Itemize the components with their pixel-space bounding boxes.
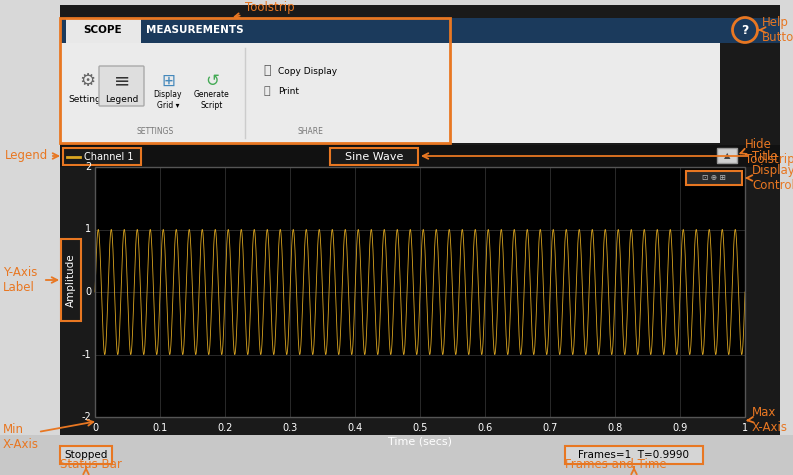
Text: Stopped: Stopped [64,450,108,460]
Text: Print: Print [278,86,299,95]
Bar [66,18,141,43]
Text: Copy Display: Copy Display [278,66,337,76]
FancyBboxPatch shape [61,239,81,321]
Text: Legend: Legend [5,150,48,162]
Text: Status Bar: Status Bar [60,458,122,471]
Text: 0: 0 [85,287,91,297]
Text: Channel 1: Channel 1 [84,152,133,162]
Text: ↺: ↺ [205,72,219,90]
Bar [95,167,745,417]
Text: Amplitude: Amplitude [66,253,76,307]
Text: Sine Wave: Sine Wave [345,152,403,162]
Text: Toolstrip: Toolstrip [235,1,295,18]
Text: ⊞: ⊞ [161,72,175,90]
Text: 0.5: 0.5 [412,423,427,433]
Text: MEASUREMENTS: MEASUREMENTS [146,25,243,35]
FancyBboxPatch shape [99,66,144,106]
FancyBboxPatch shape [60,446,112,464]
FancyBboxPatch shape [565,446,703,464]
Text: 0.1: 0.1 [152,423,167,433]
Text: Y-Axis
Label: Y-Axis Label [3,266,37,294]
Text: ⊡ ⊕ ⊞: ⊡ ⊕ ⊞ [702,173,726,182]
Text: SCOPE: SCOPE [84,25,122,35]
Text: ⧉: ⧉ [263,65,270,77]
Text: 0.8: 0.8 [607,423,623,433]
Text: ⚙: ⚙ [79,72,95,90]
Text: Display
Controls: Display Controls [752,164,793,192]
Bar [60,18,780,43]
Text: Legend: Legend [105,95,139,104]
Text: ?: ? [741,23,749,37]
FancyBboxPatch shape [717,148,737,163]
Text: 0.2: 0.2 [217,423,232,433]
Text: Time (secs): Time (secs) [388,437,452,447]
Text: Max
X-Axis: Max X-Axis [752,406,788,434]
Text: Hide
Toolstrip: Hide Toolstrip [745,138,793,166]
Text: 0: 0 [92,423,98,433]
Text: SHARE: SHARE [297,126,323,135]
Text: Settings: Settings [68,95,105,104]
Bar [95,167,745,417]
Text: Title: Title [752,150,778,162]
Text: Help
Button: Help Button [762,16,793,44]
Text: 1: 1 [742,423,748,433]
Circle shape [734,19,756,41]
FancyBboxPatch shape [330,148,418,165]
FancyBboxPatch shape [686,171,742,185]
Text: 1: 1 [85,225,91,235]
FancyBboxPatch shape [63,148,141,165]
Bar [60,145,780,167]
Text: Frames=1  T=0.9990: Frames=1 T=0.9990 [579,450,689,460]
Text: 0.7: 0.7 [542,423,557,433]
Text: Display
Grid ▾: Display Grid ▾ [154,90,182,110]
Text: -2: -2 [81,412,91,422]
Text: Min
X-Axis: Min X-Axis [3,423,39,451]
Text: Generate
Script: Generate Script [194,90,230,110]
Bar [0,435,793,475]
Text: Frames and Time: Frames and Time [565,458,667,471]
Text: ▲: ▲ [724,152,730,161]
Text: 2: 2 [85,162,91,172]
Text: ≡: ≡ [114,72,130,91]
Bar [60,18,720,143]
Text: 0.6: 0.6 [477,423,492,433]
Text: 0.3: 0.3 [282,423,297,433]
Text: 0.4: 0.4 [347,423,362,433]
Text: 0.9: 0.9 [672,423,688,433]
Text: 🖨: 🖨 [263,86,270,96]
Text: SETTINGS: SETTINGS [136,126,174,135]
Text: -1: -1 [82,350,91,360]
